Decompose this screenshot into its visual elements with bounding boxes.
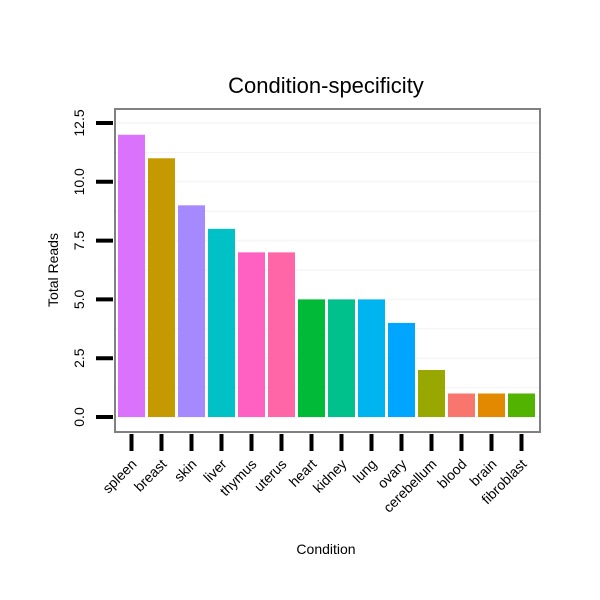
bar-heart: [298, 299, 325, 417]
bar-fibroblast: [508, 393, 535, 417]
bar-ovary: [388, 322, 415, 417]
bar-thymus: [238, 252, 265, 417]
x-tick-label-skin: skin: [171, 456, 200, 485]
x-tick-label-kidney: kidney: [310, 456, 350, 496]
y-tick-label: 7.5: [71, 231, 87, 251]
bar-kidney: [328, 299, 355, 417]
y-tick-label: 10.0: [71, 168, 87, 195]
y-tick-label: 5.0: [71, 289, 87, 309]
y-tick-label: 2.5: [71, 348, 87, 368]
bar-brain: [478, 393, 505, 417]
y-axis: 0.0 2.5 5.0 7.5 10.0 12.5: [71, 109, 113, 427]
y-tick-label: 12.5: [71, 109, 87, 136]
bar-lung: [358, 299, 385, 417]
y-tick-label: 0.0: [71, 407, 87, 427]
bar-cerebellum: [418, 369, 445, 417]
x-axis-label: Condition: [296, 541, 355, 557]
bar-spleen: [118, 134, 145, 417]
bars-group: [118, 134, 535, 417]
bar-liver: [208, 228, 235, 417]
x-tick-label-breast: breast: [131, 456, 170, 495]
y-axis-label: Total Reads: [45, 233, 61, 307]
chart-title: Condition-specificity: [228, 73, 424, 98]
bar-uterus: [268, 252, 295, 417]
x-tick-label-blood: blood: [434, 456, 470, 492]
bar-skin: [178, 205, 205, 417]
x-tick-label-spleen: spleen: [99, 456, 139, 496]
bar-breast: [148, 158, 175, 417]
bar-blood: [448, 393, 475, 417]
x-tick-label-uterus: uterus: [251, 456, 290, 495]
plot-panel-border: [114, 108, 541, 433]
